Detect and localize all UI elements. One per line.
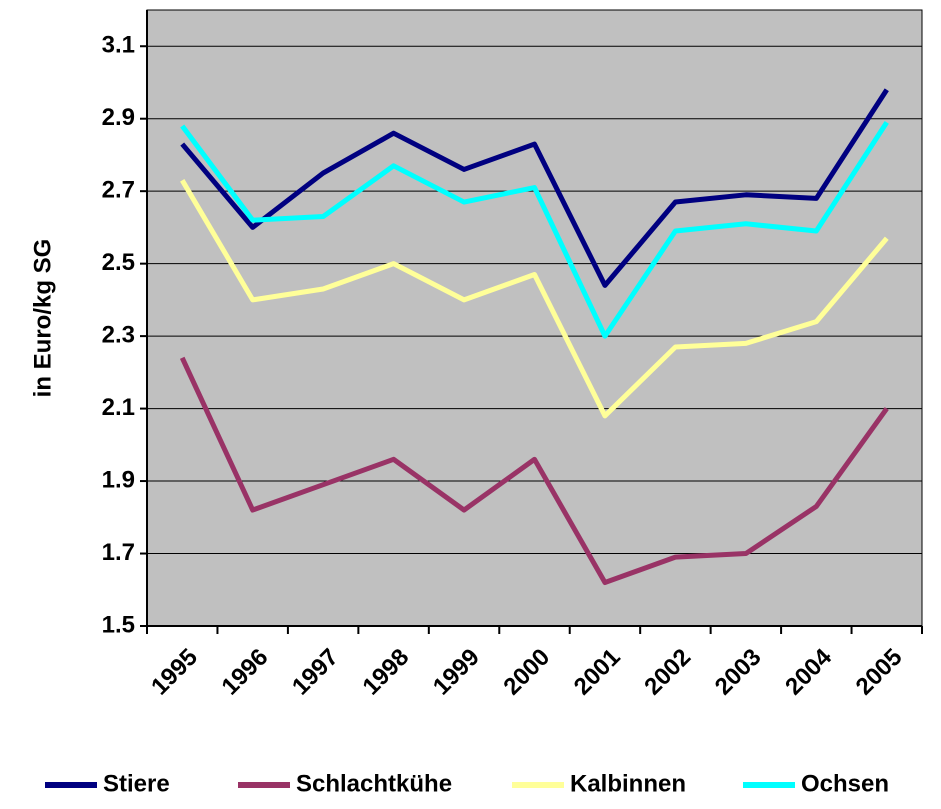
x-tick-label: 2000 [498,644,555,701]
x-tick-label: 2001 [569,644,626,701]
legend-label: Schlachtkühe [296,770,452,797]
y-tick-label: 2.7 [102,177,135,204]
y-tick-label: 1.9 [102,466,135,493]
x-tick-label: 2004 [780,643,837,700]
y-tick-label: 2.1 [102,394,135,421]
y-tick-label: 1.5 [102,611,135,638]
x-tick-label: 2003 [710,644,767,701]
x-tick-label: 1995 [146,644,203,701]
x-tick-label: 1999 [428,644,485,701]
x-tick-label: 1996 [217,644,274,701]
x-tick-label: 1997 [287,644,344,701]
y-tick-label: 2.9 [102,104,135,131]
legend-label: Stiere [103,770,170,797]
y-axis-label: in Euro/kg SG [29,239,56,398]
line-series [180,179,889,419]
line-series [179,356,889,586]
y-tick-label: 3.1 [102,32,135,59]
y-tick-label: 1.7 [102,539,135,566]
line-series [180,120,889,339]
y-tick-label: 2.5 [102,249,135,276]
legend-label: Ochsen [801,770,889,797]
x-tick-label: 2005 [851,644,908,701]
x-tick-label: 1998 [357,644,414,701]
line-series [180,88,889,288]
plot-area [146,9,923,627]
legend-label: Kalbinnen [570,770,686,797]
x-tick-label: 2002 [639,644,696,701]
y-tick-label: 2.3 [102,321,135,348]
